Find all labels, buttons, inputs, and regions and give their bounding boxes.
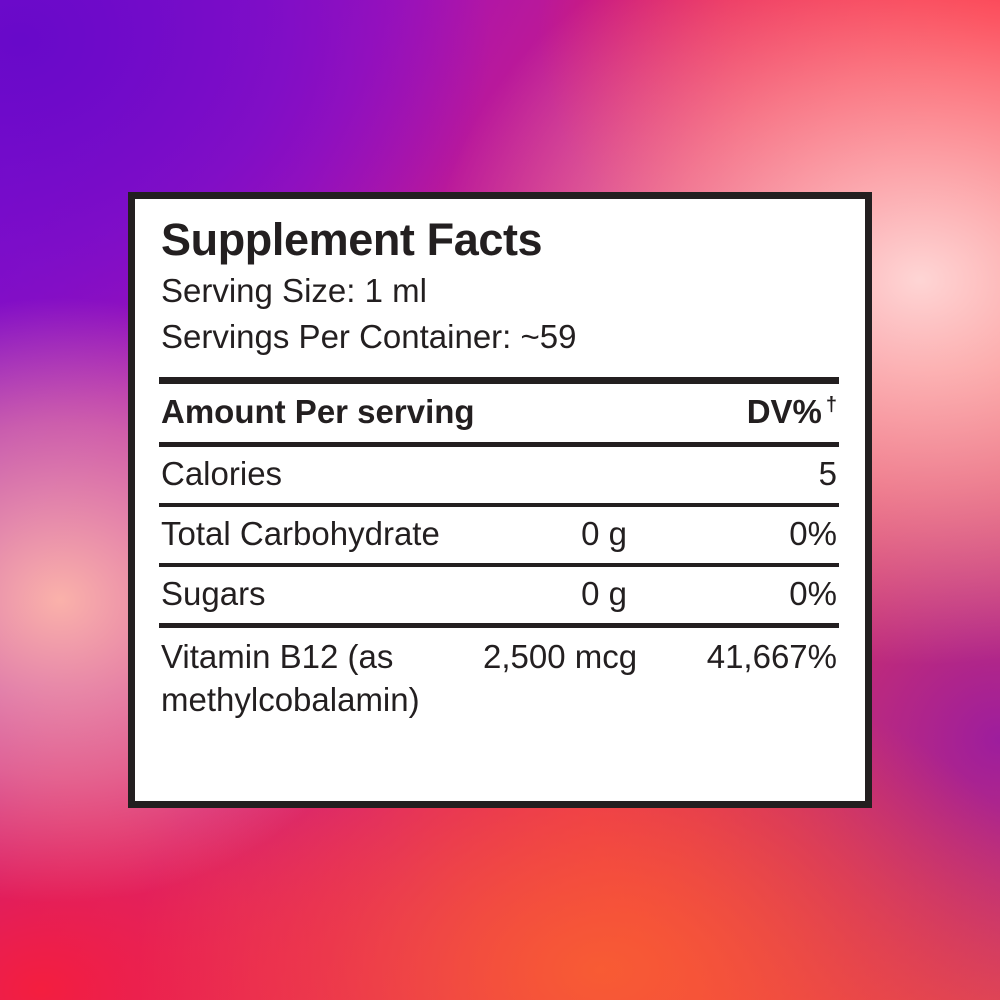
row-label: Sugars bbox=[161, 574, 266, 612]
divider-under-calories bbox=[159, 502, 839, 507]
serving-size-text: Serving Size: 1 ml bbox=[161, 272, 427, 310]
table-row-vitamin-b12: Vitamin B12 (as 2,500 mcg 41,667% methyl… bbox=[159, 628, 839, 728]
dagger-icon: † bbox=[825, 394, 837, 417]
table-row: Total Carbohydrate 0 g 0% bbox=[159, 507, 839, 563]
row-dv: 0% bbox=[789, 514, 837, 552]
dv-label: DV% bbox=[746, 393, 822, 431]
table-row: Sugars 0 g 0% bbox=[159, 567, 839, 623]
supplement-facts-content: Supplement Facts Serving Size: 1 ml Serv… bbox=[159, 213, 839, 728]
supplement-facts-panel: Supplement Facts Serving Size: 1 ml Serv… bbox=[128, 192, 872, 808]
table-header-row: Amount Per serving DV% † bbox=[159, 384, 839, 442]
vitamin-b12-second-line: methylcobalamin) bbox=[161, 680, 420, 718]
servings-per-container-text: Servings Per Container: ~59 bbox=[161, 317, 577, 355]
table-row: Calories 5 bbox=[159, 447, 839, 503]
row-label: Total Carbohydrate bbox=[161, 514, 440, 552]
page-title: Supplement Facts bbox=[161, 214, 543, 265]
column-header-dv: DV% † bbox=[679, 391, 839, 434]
row-dv: 5 bbox=[818, 455, 837, 493]
vitamin-b12-first-line: Vitamin B12 (as 2,500 mcg 41,667% bbox=[161, 636, 839, 679]
row-dv: 0% bbox=[789, 574, 837, 612]
row-amount: 0 g bbox=[581, 514, 627, 552]
row-amount: 2,500 mcg bbox=[483, 637, 638, 675]
divider-thick-top bbox=[159, 377, 839, 385]
divider-under-sugars bbox=[159, 622, 839, 628]
row-label: Calories bbox=[161, 455, 283, 493]
row-dv: 41,667% bbox=[706, 637, 837, 675]
divider-under-header bbox=[159, 442, 839, 448]
divider-under-total-carbohydrate bbox=[159, 562, 839, 567]
row-amount: 0 g bbox=[581, 574, 627, 612]
column-header-amount: Amount Per serving bbox=[161, 393, 475, 431]
row-label: Vitamin B12 (as bbox=[161, 637, 394, 675]
